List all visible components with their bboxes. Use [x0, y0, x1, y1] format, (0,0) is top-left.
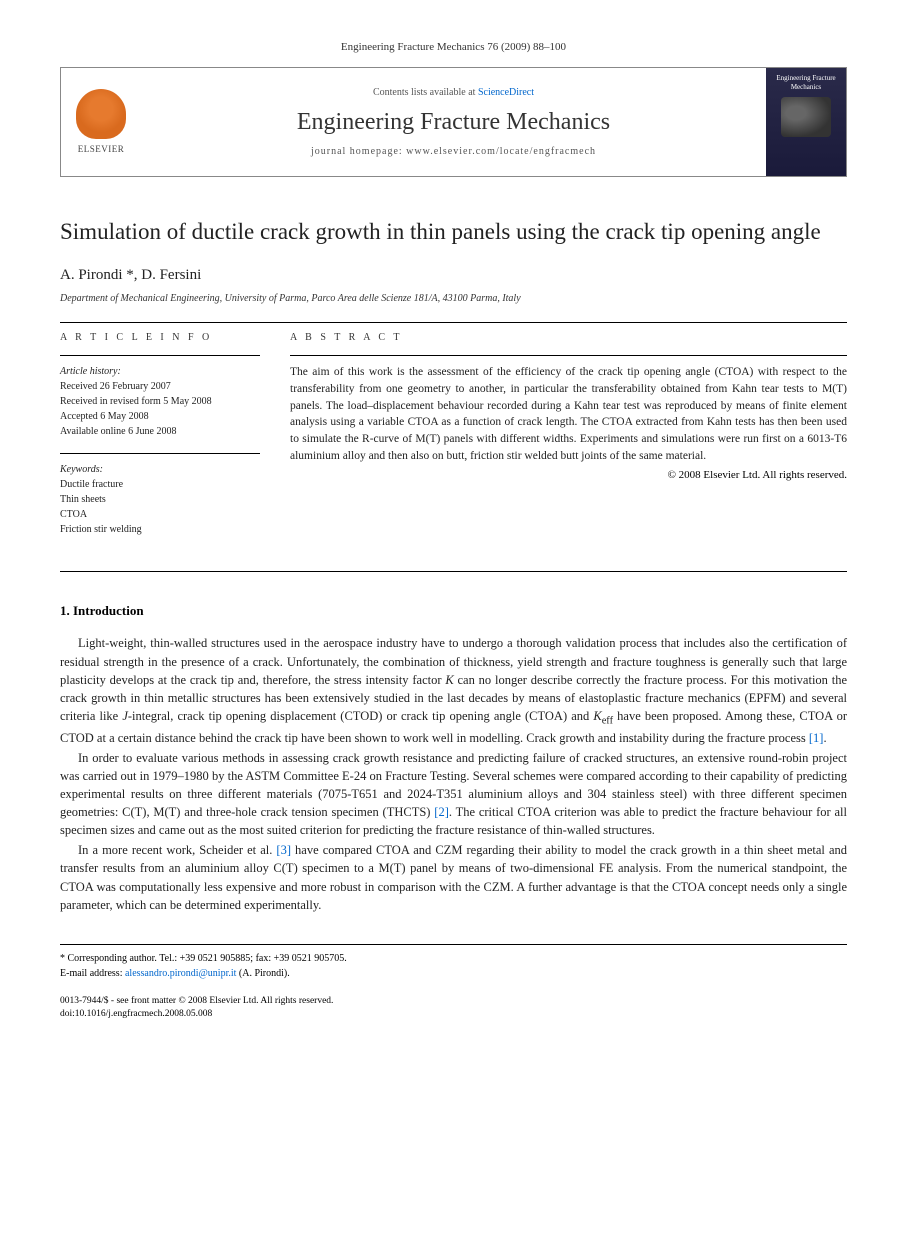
journal-header-box: ELSEVIER Contents lists available at Sci…: [60, 67, 847, 177]
elsevier-tree-icon: [76, 89, 126, 139]
divider: [60, 355, 260, 356]
keyword: Ductile fracture: [60, 477, 260, 492]
footer-bottom: 0013-7944/$ - see front matter © 2008 El…: [60, 995, 847, 1022]
article-title: Simulation of ductile crack growth in th…: [60, 217, 847, 247]
reference-link[interactable]: [1]: [809, 731, 824, 745]
article-info-column: A R T I C L E I N F O Article history: R…: [60, 331, 260, 551]
abstract-column: A B S T R A C T The aim of this work is …: [290, 331, 847, 551]
sub-eff: eff: [602, 715, 613, 726]
keyword: Thin sheets: [60, 492, 260, 507]
email-line: E-mail address: alessandro.pirondi@unipr…: [60, 966, 847, 981]
text: In a more recent work, Scheider et al.: [78, 843, 276, 857]
keyword: CTOA: [60, 507, 260, 522]
abstract-label: A B S T R A C T: [290, 331, 847, 345]
reference-link[interactable]: [2]: [434, 805, 449, 819]
divider: [60, 322, 847, 323]
journal-name: Engineering Fracture Mechanics: [297, 106, 610, 140]
journal-homepage-line: journal homepage: www.elsevier.com/locat…: [311, 145, 596, 159]
email-link[interactable]: alessandro.pirondi@unipr.it: [125, 968, 236, 979]
article-info-label: A R T I C L E I N F O: [60, 331, 260, 345]
affiliation: Department of Mechanical Engineering, Un…: [60, 292, 847, 306]
sciencedirect-link[interactable]: ScienceDirect: [478, 87, 534, 98]
intro-paragraph-2: In order to evaluate various methods in …: [60, 749, 847, 840]
intro-paragraph-1: Light-weight, thin-walled structures use…: [60, 634, 847, 746]
abstract-text: The aim of this work is the assessment o…: [290, 364, 847, 464]
italic-keff: K: [593, 709, 601, 723]
cover-image-icon: [781, 97, 831, 137]
contents-prefix: Contents lists available at: [373, 87, 478, 98]
elsevier-label: ELSEVIER: [78, 143, 125, 156]
introduction-heading: 1. Introduction: [60, 602, 847, 620]
cover-title: Engineering Fracture Mechanics: [770, 74, 842, 91]
homepage-label: journal homepage:: [311, 146, 406, 157]
abstract-copyright: © 2008 Elsevier Ltd. All rights reserved…: [290, 468, 847, 483]
italic-k: K: [445, 673, 453, 687]
homepage-url[interactable]: www.elsevier.com/locate/engfracmech: [406, 146, 596, 157]
email-suffix: (A. Pirondi).: [236, 968, 289, 979]
footer-block: * Corresponding author. Tel.: +39 0521 9…: [60, 944, 847, 1022]
received-date: Received 26 February 2007: [60, 379, 260, 394]
keywords-label: Keywords:: [60, 462, 260, 477]
header-center: Contents lists available at ScienceDirec…: [141, 68, 766, 176]
doi-line: doi:10.1016/j.engfracmech.2008.05.008: [60, 1008, 847, 1021]
contents-available-line: Contents lists available at ScienceDirec…: [373, 86, 534, 100]
info-abstract-row: A R T I C L E I N F O Article history: R…: [60, 331, 847, 551]
issn-line: 0013-7944/$ - see front matter © 2008 El…: [60, 995, 847, 1008]
elsevier-logo[interactable]: ELSEVIER: [61, 68, 141, 176]
journal-cover-thumbnail[interactable]: Engineering Fracture Mechanics: [766, 68, 846, 176]
authors-line: A. Pirondi *, D. Fersini: [60, 265, 847, 286]
keyword: Friction stir welding: [60, 522, 260, 537]
divider: [60, 453, 260, 454]
keywords-block: Keywords: Ductile fracture Thin sheets C…: [60, 462, 260, 537]
corresponding-author: * Corresponding author. Tel.: +39 0521 9…: [60, 951, 847, 966]
divider: [60, 571, 847, 572]
email-label: E-mail address:: [60, 968, 125, 979]
intro-paragraph-3: In a more recent work, Scheider et al. […: [60, 841, 847, 914]
divider: [290, 355, 847, 356]
article-history-block: Article history: Received 26 February 20…: [60, 364, 260, 439]
reference-link[interactable]: [3]: [276, 843, 291, 857]
history-label: Article history:: [60, 364, 260, 379]
online-date: Available online 6 June 2008: [60, 424, 260, 439]
journal-reference: Engineering Fracture Mechanics 76 (2009)…: [60, 40, 847, 55]
text: .: [823, 731, 826, 745]
text: -integral, crack tip opening displacemen…: [128, 709, 593, 723]
accepted-date: Accepted 6 May 2008: [60, 409, 260, 424]
revised-date: Received in revised form 5 May 2008: [60, 394, 260, 409]
